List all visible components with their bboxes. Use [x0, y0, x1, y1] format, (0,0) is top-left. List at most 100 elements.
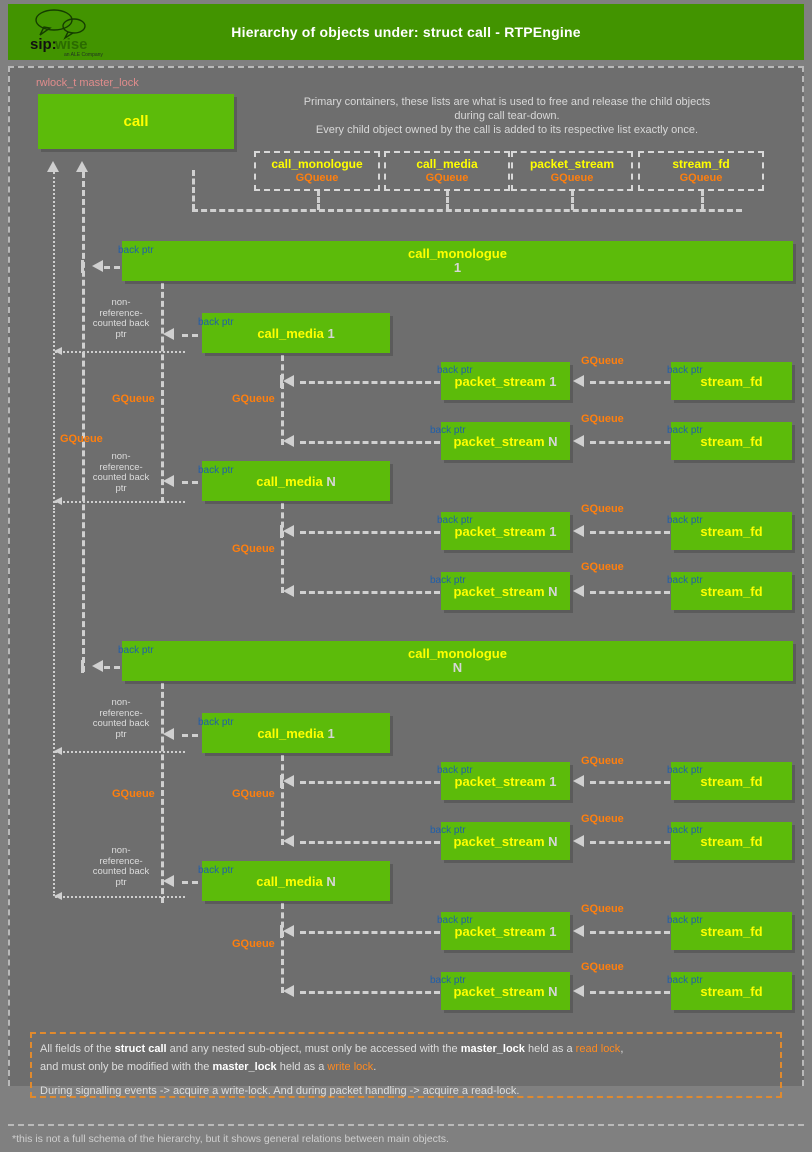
stream-fd-box-2-2-1[interactable]: stream_fd — [671, 912, 792, 950]
packet-stream-box-2-2-1[interactable]: packet_stream 1 — [441, 912, 570, 950]
container-pill-packet-stream[interactable]: packet_stream GQueue — [511, 151, 633, 191]
gqueue-dash — [590, 531, 670, 534]
back-ptr-dash — [182, 734, 198, 737]
back-ptr-arrow — [283, 775, 294, 787]
packet-stream-box-1-2-2[interactable]: packet_stream N — [441, 572, 570, 610]
gqueue-label-packet-2-1: GQueue — [232, 788, 275, 800]
back-ptr-label: back ptr — [430, 975, 466, 986]
box-title: packet_stream — [454, 523, 546, 539]
gqueue-label-fd: GQueue — [581, 755, 624, 767]
packet-stream-box-1-1-1[interactable]: packet_stream 1 — [441, 362, 570, 400]
packet-stream-box-1-1-2[interactable]: packet_stream N — [441, 422, 570, 460]
back-ptr-label: back ptr — [667, 765, 703, 776]
sipwise-logo: sip: wise an ALE Company — [24, 8, 112, 58]
monologue-gqueue-spine-arrow — [76, 161, 88, 172]
back-ptr-arrow — [283, 835, 294, 847]
nonref-label-1: non-reference-counted back ptr — [92, 297, 150, 340]
pill-elbow-hline — [192, 209, 742, 212]
pill-type: GQueue — [295, 171, 339, 184]
back-ptr-dash — [300, 531, 440, 534]
nonref-spine-lower — [53, 508, 55, 896]
stream-fd-box-1-2-1[interactable]: stream_fd — [671, 512, 792, 550]
back-ptr-label: back ptr — [430, 575, 466, 586]
stream-fd-box-1-1-2[interactable]: stream_fd — [671, 422, 792, 460]
back-ptr-label: back ptr — [118, 645, 154, 656]
back-ptr-dash — [182, 481, 198, 484]
gqueue-dash — [590, 931, 670, 934]
master-lock-label: rwlock_t master_lock — [36, 77, 139, 89]
gqueue-arrow — [573, 435, 584, 447]
packet-spine-2-2 — [281, 903, 284, 993]
box-index: N — [548, 833, 558, 849]
call-media-box-2-1[interactable]: call_media 1 — [202, 713, 390, 753]
pill-title: packet_stream — [529, 156, 615, 171]
box-title: stream_fd — [700, 983, 763, 999]
containers-note-line3: Every child object owned by the call is … — [315, 124, 699, 137]
spine-tee — [280, 925, 283, 938]
back-ptr-label: back ptr — [667, 975, 703, 986]
nonref-arrow-2 — [54, 497, 62, 505]
box-title: call_monologue — [408, 245, 507, 261]
container-pill-call-media[interactable]: call_media GQueue — [384, 151, 510, 191]
gqueue-arrow — [573, 585, 584, 597]
gqueue-label-media-1: GQueue — [112, 393, 155, 405]
box-title: packet_stream — [453, 983, 545, 999]
packet-stream-box-2-1-1[interactable]: packet_stream 1 — [441, 762, 570, 800]
gqueue-dash — [590, 781, 670, 784]
call-media-box-2-2[interactable]: call_media N — [202, 861, 390, 901]
svg-text:wise: wise — [54, 36, 88, 53]
page-title: Hierarchy of objects under: struct call … — [231, 24, 581, 40]
box-title: call_media — [256, 473, 323, 489]
back-ptr-label: back ptr — [437, 365, 473, 376]
back-ptr-arrow — [283, 375, 294, 387]
box-index: N — [326, 873, 336, 889]
pill-drop-media — [446, 190, 449, 210]
stream-fd-box-1-1-1[interactable]: stream_fd — [671, 362, 792, 400]
pill-title: call_monologue — [271, 156, 363, 171]
containers-note-line2: during call tear-down. — [454, 110, 560, 123]
gqueue-dash — [590, 441, 670, 444]
call-monologue-box-2[interactable]: call_monologue N — [122, 641, 793, 681]
box-title: call_monologue — [408, 645, 507, 661]
back-ptr-arrow — [283, 925, 294, 937]
call-box[interactable]: call — [38, 94, 234, 149]
nonref-dot-1 — [55, 351, 185, 353]
spine-tee — [81, 260, 84, 273]
box-index: N — [548, 583, 558, 599]
gqueue-label-packet-2-2: GQueue — [232, 938, 275, 950]
back-ptr-arrow — [283, 985, 294, 997]
packet-stream-box-2-1-2[interactable]: packet_stream N — [441, 822, 570, 860]
box-title: stream_fd — [700, 433, 763, 449]
back-ptr-label: back ptr — [667, 915, 703, 926]
pill-type: GQueue — [679, 171, 723, 184]
call-media-box-1-2[interactable]: call_media N — [202, 461, 390, 501]
back-ptr-dash — [300, 781, 440, 784]
container-pill-stream-fd[interactable]: stream_fd GQueue — [638, 151, 764, 191]
box-index: 1 — [549, 773, 557, 789]
stream-fd-box-2-1-2[interactable]: stream_fd — [671, 822, 792, 860]
box-title: packet_stream — [454, 773, 546, 789]
gqueue-dash — [590, 991, 670, 994]
back-ptr-label: back ptr — [430, 825, 466, 836]
stream-fd-box-2-1-1[interactable]: stream_fd — [671, 762, 792, 800]
spine-tee — [280, 525, 283, 538]
lock-note-box: All fields of the struct call and any ne… — [30, 1032, 782, 1098]
back-ptr-arrow — [92, 260, 103, 272]
gqueue-label-fd: GQueue — [581, 961, 624, 973]
gqueue-label-fd: GQueue — [581, 813, 624, 825]
back-ptr-dash — [104, 666, 120, 669]
box-index: 1 — [549, 373, 557, 389]
container-pill-call-monologue[interactable]: call_monologue GQueue — [254, 151, 380, 191]
gqueue-dash — [590, 591, 670, 594]
nonref-label-2: non-reference-counted back ptr — [92, 451, 150, 494]
packet-stream-box-1-2-1[interactable]: packet_stream 1 — [441, 512, 570, 550]
stream-fd-box-1-2-2[interactable]: stream_fd — [671, 572, 792, 610]
stream-fd-box-2-2-2[interactable]: stream_fd — [671, 972, 792, 1010]
packet-stream-box-2-2-2[interactable]: packet_stream N — [441, 972, 570, 1010]
call-media-box-1-1[interactable]: call_media 1 — [202, 313, 390, 353]
gqueue-dash — [590, 841, 670, 844]
pill-title: call_media — [416, 156, 478, 171]
box-index: 1 — [549, 923, 557, 939]
pill-type: GQueue — [550, 171, 594, 184]
call-monologue-box-1[interactable]: call_monologue 1 — [122, 241, 793, 281]
